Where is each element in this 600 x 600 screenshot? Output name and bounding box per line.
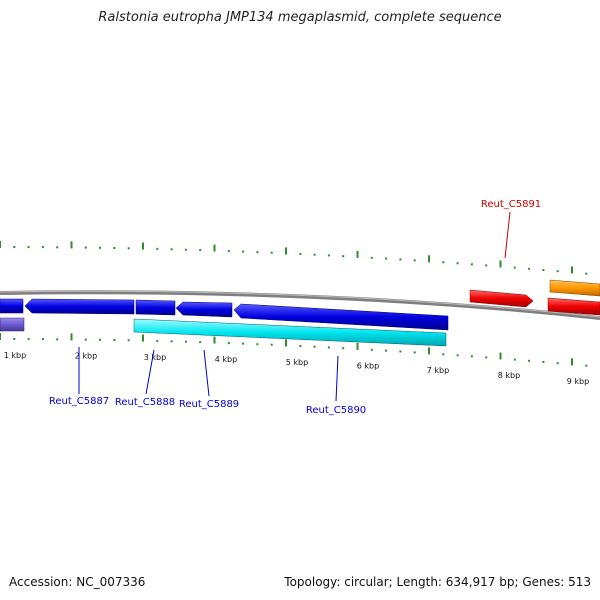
- map-title: Ralstonia eutropha JMP134 megaplasmid, c…: [98, 10, 502, 25]
- gene-left-partial[interactable]: [0, 298, 24, 314]
- topology-summary: Topology: circular; Length: 634,917 bp; …: [284, 575, 591, 589]
- gene-red-inner[interactable]: [547, 297, 600, 316]
- inner-tick-row: [0, 333, 588, 367]
- gene-label-reut-c5889[interactable]: Reut_C5889: [179, 399, 239, 410]
- gene-orange-feature[interactable]: [549, 279, 600, 297]
- plasmid-backbone: [0, 290, 600, 320]
- gene-reut-c5888[interactable]: [24, 298, 135, 315]
- gene-label-reut-c5890[interactable]: Reut_C5890: [306, 405, 366, 416]
- scale-labels: 1 kbp 2 kbp 3 kbp 4 kbp 5 kbp 6 kbp 7 kbp 8 kbp…: [4, 351, 589, 386]
- gene-label-leaders: [78, 211, 511, 402]
- scale-label: 8 kbp: [498, 371, 520, 380]
- scale-label: 1 kbp: [4, 351, 26, 360]
- gene-label-reut-c5891[interactable]: Reut_C5891: [481, 199, 541, 210]
- outer-tick-row: [0, 241, 588, 275]
- scale-label: 5 kbp: [286, 358, 308, 367]
- gene-reut-c5891[interactable]: [469, 289, 534, 308]
- gene-label-reut-c5888[interactable]: Reut_C5888: [115, 397, 175, 408]
- gene-reut-c5887[interactable]: [133, 318, 447, 347]
- gene-reut-c5889[interactable]: [135, 299, 176, 316]
- gene-label-reut-c5887[interactable]: Reut_C5887: [49, 396, 109, 407]
- gene-reut-c5890[interactable]: [233, 303, 449, 331]
- scale-label: 3 kbp: [144, 353, 166, 362]
- gene-purple-feature[interactable]: [0, 317, 25, 332]
- gene-reut-c5889-b[interactable]: [175, 301, 233, 318]
- gene-labels: Reut_C5887 Reut_C5888 Reut_C5889 Reut_C5…: [49, 199, 541, 416]
- scale-label: 9 kbp: [567, 377, 589, 386]
- scale-label: 6 kbp: [357, 362, 379, 371]
- scale-label: 2 kbp: [75, 352, 97, 361]
- scale-label: 7 kbp: [427, 366, 449, 375]
- scale-label: 4 kbp: [215, 355, 237, 364]
- accession-label: Accession: NC_007336: [9, 575, 146, 589]
